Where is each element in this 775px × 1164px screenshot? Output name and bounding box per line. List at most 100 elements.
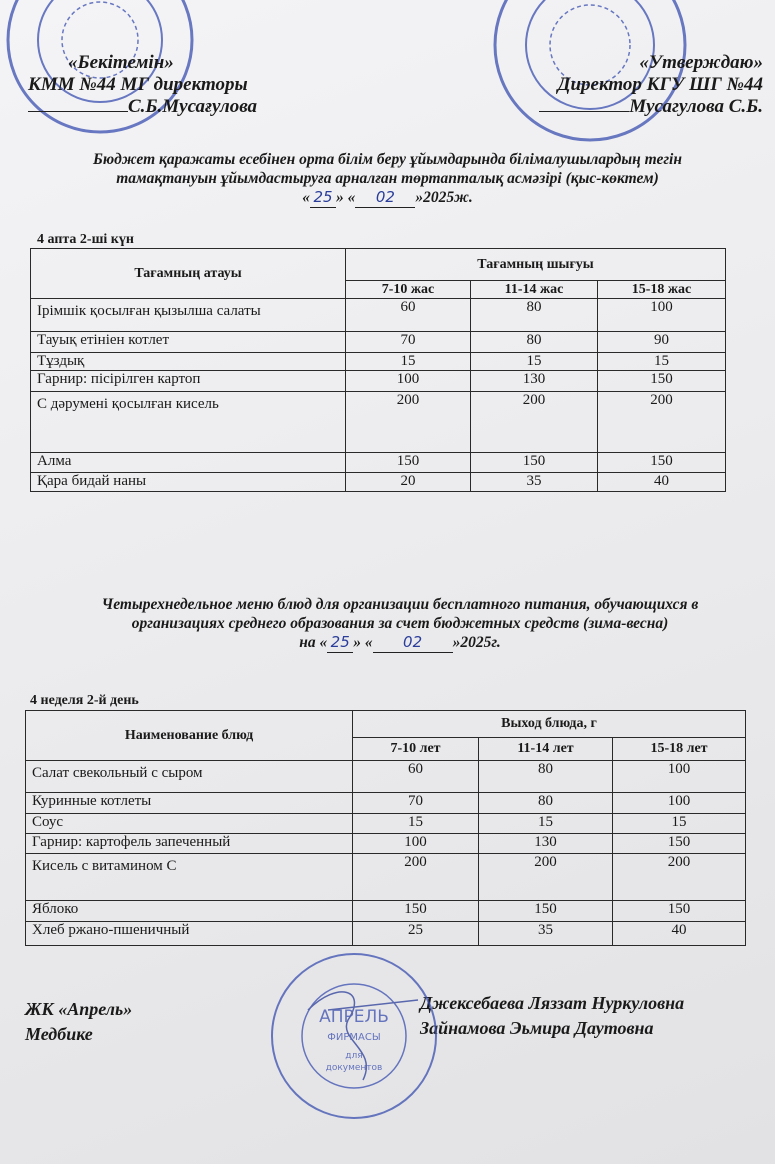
kz-title: Бюджет қаражаты есебінен орта білім беру… bbox=[0, 150, 775, 208]
portion-value: 150 bbox=[612, 900, 746, 922]
footer-left: ЖК «Апрель» Медбике bbox=[25, 997, 132, 1047]
dish-name: Салат свекольный с сыром bbox=[25, 760, 353, 793]
table-row: Тұздық 15 15 15 bbox=[30, 352, 726, 371]
portion-value: 150 bbox=[352, 900, 479, 922]
portion-value: 15 bbox=[470, 352, 598, 371]
dish-name: Тұздық bbox=[30, 352, 346, 371]
table-row: Куринные котлеты 70 80 100 bbox=[25, 792, 746, 814]
dish-name: Гарнир: картофель запеченный bbox=[25, 833, 353, 854]
ru-day-label: 4 неделя 2-й день bbox=[30, 693, 139, 708]
portion-value: 150 bbox=[597, 452, 726, 473]
table-row: Кисель с витамином С 200 200 200 bbox=[25, 853, 746, 901]
age-header: 11-14 жас bbox=[470, 280, 598, 299]
portion-value: 35 bbox=[478, 921, 613, 946]
approval-ru-signature-line: Мусагулова С.Б. bbox=[539, 96, 763, 118]
footer-right: Джексебаева Ляззат Нуркуловна Зайнамова … bbox=[420, 991, 684, 1041]
dish-name: Соус bbox=[25, 813, 353, 834]
kz-name-header: Тағамның атауы bbox=[30, 248, 346, 299]
ru-date-month: 02 bbox=[372, 633, 453, 653]
table-row: С дәрумені қосылған кисель 200 200 200 bbox=[30, 391, 726, 453]
dish-name: Кисель с витамином С bbox=[25, 853, 353, 901]
portion-value: 90 bbox=[597, 331, 726, 353]
approval-ru-position: Директор КГУ ШГ №44 bbox=[557, 74, 763, 95]
approval-kz-position: КММ №44 МГ директоры bbox=[28, 74, 248, 95]
portion-value: 80 bbox=[470, 298, 598, 332]
ru-name-header: Наименование блюд bbox=[25, 710, 353, 761]
kz-menu-table: Тағамның атауы Тағамның шығуы 7-10 жас 11-… bbox=[30, 248, 726, 492]
dish-name: Ірімшік қосылған қызылша салаты bbox=[30, 298, 346, 332]
portion-value: 15 bbox=[345, 352, 471, 371]
portion-value: 40 bbox=[597, 472, 726, 492]
portion-value: 80 bbox=[478, 792, 613, 814]
dish-name: Яблоко bbox=[25, 900, 353, 922]
portion-value: 15 bbox=[597, 352, 726, 371]
dish-name: С дәрумені қосылған кисель bbox=[30, 391, 346, 453]
kz-date-day: 25 bbox=[309, 188, 336, 208]
portion-value: 100 bbox=[612, 760, 746, 793]
table-row: Соус 15 15 15 bbox=[25, 813, 746, 834]
ru-title: Четырехнедельное меню блюд для организац… bbox=[20, 595, 775, 653]
portion-value: 100 bbox=[345, 370, 471, 392]
approval-kz-signature-line: С.Б.Мусағулова bbox=[28, 96, 257, 118]
pharmacy-stamp: АПРЕЛЬ ФИРМАСЫ для документов bbox=[271, 953, 437, 1119]
portion-value: 100 bbox=[352, 833, 479, 854]
portion-value: 200 bbox=[597, 391, 726, 453]
table-row: Салат свекольный с сыром 60 80 100 bbox=[25, 760, 746, 793]
date-part: на « bbox=[299, 634, 328, 651]
table-row: Ірімшік қосылған қызылша салаты 60 80 100 bbox=[30, 298, 726, 332]
footer-role: Медбике bbox=[25, 1024, 93, 1044]
ru-date: на «25» «02 »2025г. bbox=[20, 633, 775, 653]
ru-title-line1: Четырехнедельное меню блюд для организац… bbox=[101, 596, 699, 613]
date-part: » « bbox=[335, 189, 356, 206]
approval-kz: «Бекітемін» КММ №44 МГ директоры С.Б.Мус… bbox=[28, 52, 257, 118]
table-row: Гарнир: пісірілген картоп 100 130 150 bbox=[30, 370, 726, 392]
dish-name: Алма bbox=[30, 452, 346, 473]
kz-date: «25» «02 »2025ж. bbox=[0, 188, 775, 208]
table-row: Гарнир: картофель запеченный 100 130 150 bbox=[25, 833, 746, 854]
portion-value: 100 bbox=[612, 792, 746, 814]
portion-value: 150 bbox=[597, 370, 726, 392]
kz-date-month: 02 bbox=[355, 188, 416, 208]
portion-value: 150 bbox=[345, 452, 471, 473]
age-header: 7-10 лет bbox=[352, 737, 479, 761]
svg-text:АПРЕЛЬ: АПРЕЛЬ bbox=[319, 1007, 389, 1027]
portion-value: 150 bbox=[612, 833, 746, 854]
portion-value: 80 bbox=[470, 331, 598, 353]
dish-name: Гарнир: пісірілген картоп bbox=[30, 370, 346, 392]
table-row: Тауық етініен котлет 70 80 90 bbox=[30, 331, 726, 353]
age-header: 15-18 лет bbox=[612, 737, 746, 761]
date-part: » « bbox=[353, 634, 373, 651]
age-header: 11-14 лет bbox=[478, 737, 613, 761]
approval-ru: «Утверждаю» Директор КГУ ШГ №44 Мусагуло… bbox=[539, 52, 763, 118]
footer-person1: Джексебаева Ляззат Нуркуловна bbox=[420, 993, 685, 1013]
ru-date-day: 25 bbox=[327, 633, 354, 653]
approval-ru-title: «Утверждаю» bbox=[639, 52, 763, 73]
dish-name: Хлеб ржано-пшеничный bbox=[25, 921, 353, 946]
svg-text:документов: документов bbox=[326, 1063, 383, 1073]
ru-title-line2: организациях среднего образования за сче… bbox=[131, 615, 669, 632]
kz-title-line2: тамақтануын ұйымдастыруға арналған төрта… bbox=[116, 170, 659, 187]
table-row: Алма 150 150 150 bbox=[30, 452, 726, 473]
age-header: 7-10 жас bbox=[345, 280, 471, 299]
portion-value: 40 bbox=[612, 921, 746, 946]
portion-value: 15 bbox=[352, 813, 479, 834]
portion-value: 200 bbox=[478, 853, 613, 901]
age-header: 15-18 жас bbox=[597, 280, 726, 299]
portion-value: 100 bbox=[597, 298, 726, 332]
portion-value: 150 bbox=[478, 900, 613, 922]
footer-person2: Зайнамова Эьмира Даутовна bbox=[420, 1018, 654, 1038]
dish-name: Қара бидай наны bbox=[30, 472, 346, 492]
portion-value: 200 bbox=[612, 853, 746, 901]
svg-text:для: для bbox=[345, 1051, 362, 1061]
portion-value: 130 bbox=[470, 370, 598, 392]
school-seal-left bbox=[6, 0, 194, 134]
portion-value: 35 bbox=[470, 472, 598, 492]
approval-kz-title: «Бекітемін» bbox=[68, 52, 174, 73]
date-part: « bbox=[302, 189, 310, 206]
portion-value: 15 bbox=[612, 813, 746, 834]
portion-value: 20 bbox=[345, 472, 471, 492]
footer-org: ЖК «Апрель» bbox=[25, 999, 133, 1019]
svg-text:ФИРМАСЫ: ФИРМАСЫ bbox=[327, 1032, 380, 1043]
portion-value: 200 bbox=[352, 853, 479, 901]
date-part: »2025ж. bbox=[415, 189, 473, 206]
